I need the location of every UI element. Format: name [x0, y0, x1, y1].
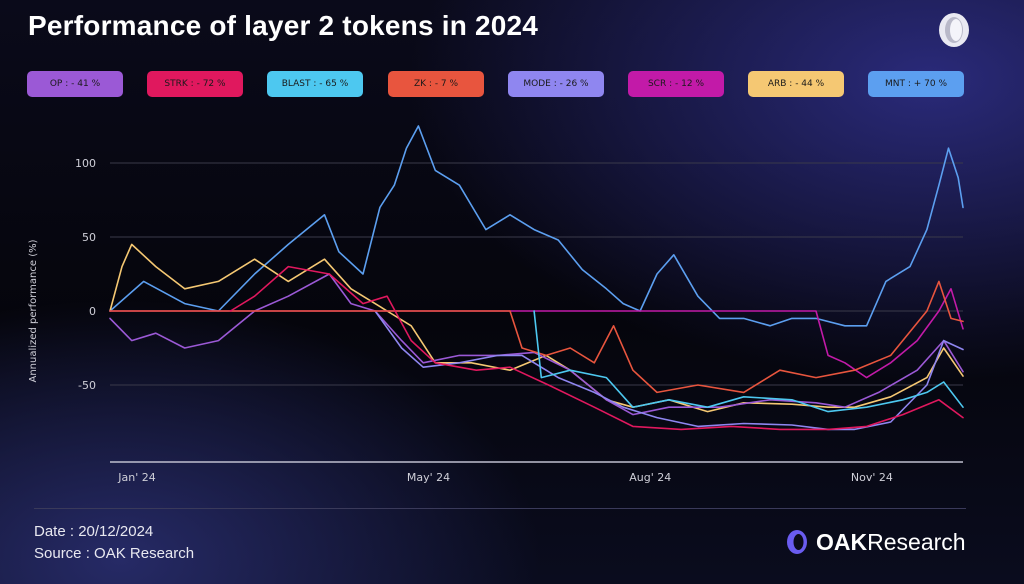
- series-line-arb: [109, 243, 964, 413]
- y-tick-label: 100: [75, 157, 96, 170]
- legend-item-mode: MODE : - 26 %: [508, 71, 604, 97]
- brand-logo: OAKResearch: [786, 528, 966, 556]
- x-tick-label: May' 24: [407, 471, 450, 484]
- page-title: Performance of layer 2 tokens in 2024: [28, 10, 539, 41]
- series-line-strk: [229, 265, 964, 431]
- oak-brand-icon: [787, 530, 807, 554]
- y-tick-label: 50: [82, 231, 96, 244]
- y-axis-label: Annualized performance (%): [28, 239, 39, 382]
- legend-item-blast: BLAST : - 65 %: [267, 71, 363, 97]
- series-line-mode: [374, 310, 964, 431]
- series-line-mnt: [109, 125, 964, 327]
- legend-item-arb: ARB : - 44 %: [748, 71, 844, 97]
- footer-date: Date : 20/12/2024: [34, 523, 154, 540]
- legend-item-zk: ZK : - 7 %: [388, 71, 484, 97]
- legend-item-mnt: MNT : + 70 %: [868, 71, 964, 97]
- legend-item-scr: SCR : - 12 %: [628, 71, 724, 97]
- series-line-zk: [109, 280, 964, 394]
- y-tick-label: -50: [78, 379, 96, 392]
- x-tick-label: Jan' 24: [117, 471, 155, 484]
- x-tick-label: Nov' 24: [851, 471, 893, 484]
- legend: OP : - 41 % STRK : - 72 % BLAST : - 65 %…: [0, 71, 1024, 97]
- legend-item-op: OP : - 41 %: [27, 71, 123, 97]
- series-line-op: [109, 273, 964, 416]
- y-tick-label: 0: [89, 305, 96, 318]
- footer-source: Source : OAK Research: [34, 545, 195, 562]
- oak-logo-icon: [939, 13, 969, 47]
- series-line-blast: [533, 310, 964, 413]
- brand-text: OAKResearch: [816, 528, 966, 555]
- x-tick-label: Aug' 24: [629, 471, 671, 484]
- footer-divider: [34, 508, 966, 509]
- legend-item-strk: STRK : - 72 %: [147, 71, 243, 97]
